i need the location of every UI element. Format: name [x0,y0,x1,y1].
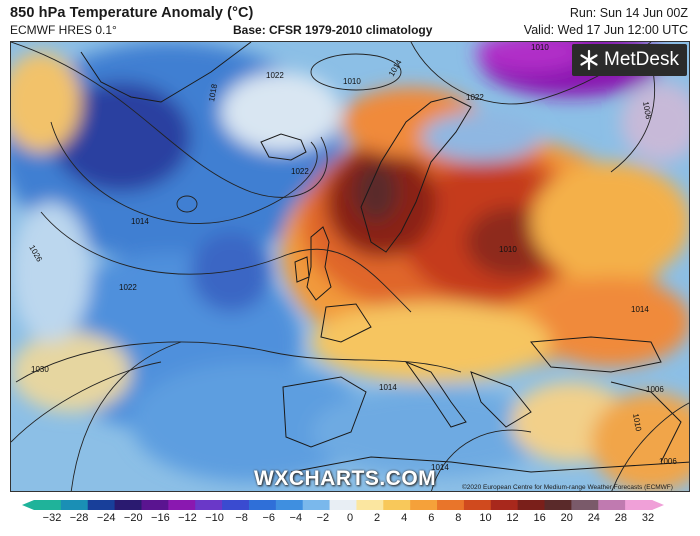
colorbar-swatch [248,500,277,510]
colorbar-right-arrow [652,500,664,510]
black-sea-coast [530,336,662,373]
isobar-label: 1006 [646,385,664,394]
isobar-label: 1010 [343,77,361,86]
france-coast [320,303,372,343]
greenland-coast [80,42,252,103]
colorbar-swatch [141,500,169,510]
isobar-label: 1014 [631,305,649,314]
colorbar-swatch [34,500,62,510]
colorbar [22,500,664,510]
run-time-label: Run: Sun 14 Jun 00Z [569,6,688,20]
isobar-label: 1030 [31,365,49,374]
colorbar-swatch [195,500,223,510]
colorbar-swatch [598,500,626,510]
valid-time-label: Valid: Wed 17 Jun 12:00 UTC [523,23,688,37]
map-canvas: 1010 1014 1018 1022 1010 1006 1022 1014 … [11,42,689,491]
isobar-label: 1006 [659,457,677,466]
colorbar-swatch [168,500,196,510]
model-label: ECMWF HRES 0.1° [10,23,117,37]
britain-coast [306,226,332,301]
colorbar-tick-label: −24 [96,512,116,524]
chart-header: 850 hPa Temperature Anomaly (°C) ECMWF H… [0,0,700,41]
isobar-label: 1018 [207,83,219,103]
colorbar-tick-label: 8 [455,512,462,524]
colorbar-tick-label: 6 [428,512,435,524]
colorbar-tick-label: −28 [69,512,89,524]
colorbar-swatch [571,500,599,510]
chart-title: 850 hPa Temperature Anomaly (°C) [10,5,254,21]
colorbar-swatch [383,500,411,510]
colorbar-tick-label: −16 [151,512,170,524]
colorbar-swatch [437,500,465,510]
isobar-label: 1010 [531,43,549,52]
colorbar-swatch [544,500,572,510]
colorbar-swatch [114,500,143,510]
colorbar-swatch [60,500,89,510]
colorbar-tick-label: 24 [587,512,600,524]
colorbar-tick-label: 2 [374,512,381,524]
colorbar-tick-label: −8 [235,512,248,524]
turkey-coast [610,381,682,463]
isobar-label: 1010 [631,413,643,433]
colorbar-swatch [275,500,304,510]
colorbar-tick-label: 16 [533,512,546,524]
logo-text: MetDesk [604,49,679,70]
italy-coast [404,360,467,428]
isobar-label: 1022 [266,71,284,80]
colorbar-swatch [329,500,358,510]
colorbar-tick-label: 12 [506,512,519,524]
colorbar-tick-label: 20 [560,512,573,524]
colorbar-left-arrow [22,500,34,510]
ireland-coast [294,256,310,283]
colorbar-tick-label: −20 [123,512,143,524]
colorbar-swatch [356,500,384,510]
colorbar-tick-label: 4 [401,512,408,524]
anomaly-map[interactable]: 1010 1014 1018 1022 1010 1006 1022 1014 … [10,41,690,492]
isobar-label: 1014 [379,383,397,392]
colorbar-swatch [463,500,492,510]
colorbar-tick-label: 28 [614,512,628,524]
colorbar-swatch [625,500,653,510]
isobar-label: 1022 [466,93,484,102]
metdesk-logo[interactable]: MetDesk [572,44,687,76]
iceland-coast [260,133,307,161]
scandinavia-coast [360,96,472,253]
colorbar-tick-labels: −32 −28 −24 −20 −16 −12 −10 −8 −6 −4 −2 0 2 4 6 8 10 12 16… [0,512,700,530]
colorbar-swatch [490,500,519,510]
isobar-labels: 1010 1014 1018 1022 1010 1006 1022 1014 … [27,43,677,472]
colorbar-swatch [517,500,546,510]
colorbar-swatch [302,500,331,510]
isobar-label: 1022 [291,167,309,176]
iberia-coast [282,376,367,448]
colorbar-swatch [222,500,250,510]
isobar-label: 1010 [499,245,517,254]
wxcharts-watermark: WXCHARTS.COM [254,467,437,490]
colorbar-tick-label: −2 [316,512,330,524]
colorbar-tick-label: −32 [42,512,62,524]
isobar-label: 1014 [431,463,449,472]
colorbar-tick-label: 32 [641,512,655,524]
colorbar-tick-label: 0 [346,512,354,524]
temperature-anomaly-shading [11,42,689,491]
colorbar-tick-label: −4 [289,512,303,524]
colorbar-tick-label: 10 [479,512,492,524]
colorbar-tick-label: −10 [205,512,224,524]
colorbar-tick-label: −6 [262,512,275,524]
isobar-label: 1006 [641,101,653,121]
metdesk-logo-icon [580,49,598,71]
isobar-label: 1022 [119,283,137,292]
balkans-coast [470,371,532,428]
colorbar-swatch [410,500,438,510]
isobar-label: 1014 [131,217,149,226]
colorbar-tick-label: −12 [178,512,197,524]
ecmwf-copyright: ©2020 European Centre for Medium-range W… [462,484,673,491]
climatology-base-label: Base: CFSR 1979-2010 climatology [233,23,433,37]
colorbar-swatch [87,500,116,510]
